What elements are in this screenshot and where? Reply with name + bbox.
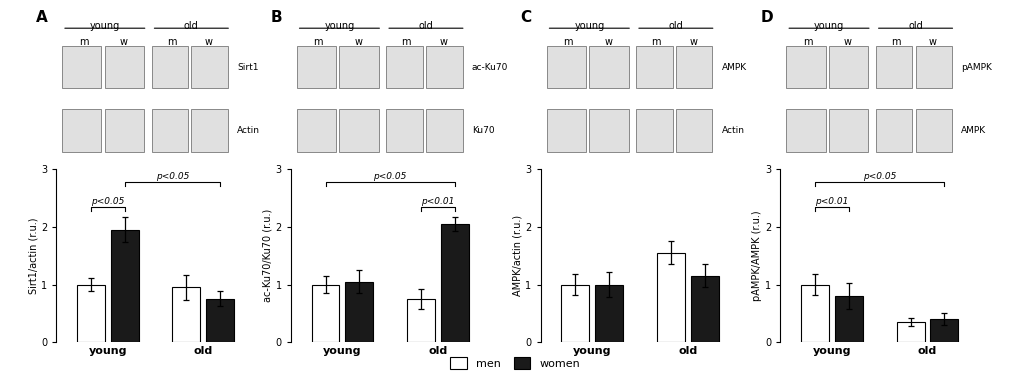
Bar xyxy=(206,299,234,342)
Bar xyxy=(62,109,101,152)
Text: w: w xyxy=(689,37,697,47)
Y-axis label: pAMPK/AMPK (r.u.): pAMPK/AMPK (r.u.) xyxy=(751,210,761,301)
Bar xyxy=(111,230,139,342)
Text: young: young xyxy=(324,21,355,31)
Text: Actin: Actin xyxy=(720,126,744,135)
Bar xyxy=(589,46,628,88)
Text: m: m xyxy=(650,37,660,47)
Text: AMPK: AMPK xyxy=(960,126,985,135)
Text: p<0.05: p<0.05 xyxy=(373,172,407,181)
Bar xyxy=(589,109,628,152)
Text: A: A xyxy=(37,10,48,25)
Bar xyxy=(828,46,867,88)
Text: w: w xyxy=(928,37,936,47)
Bar xyxy=(407,299,434,342)
Bar xyxy=(676,109,711,152)
Bar xyxy=(896,322,923,342)
Bar xyxy=(786,109,824,152)
Bar xyxy=(440,224,469,342)
Text: m: m xyxy=(400,37,411,47)
Text: w: w xyxy=(603,37,611,47)
Y-axis label: ac-Ku70/Ku70 (r.u.): ac-Ku70/Ku70 (r.u.) xyxy=(262,209,272,302)
Text: m: m xyxy=(166,37,176,47)
Bar xyxy=(192,46,227,88)
Text: AMPK: AMPK xyxy=(720,63,746,72)
Text: p<0.01: p<0.01 xyxy=(421,197,454,206)
Text: young: young xyxy=(574,21,604,31)
Bar xyxy=(386,109,422,152)
Text: m: m xyxy=(562,37,572,47)
Bar xyxy=(62,46,101,88)
Text: young: young xyxy=(90,21,120,31)
Y-axis label: AMPK/actin (r.u.): AMPK/actin (r.u.) xyxy=(512,215,522,296)
Bar xyxy=(595,285,623,342)
Bar xyxy=(345,282,373,342)
Bar xyxy=(152,46,187,88)
Bar xyxy=(915,46,951,88)
Text: m: m xyxy=(802,37,811,47)
Bar xyxy=(676,46,711,88)
Legend: men, women: men, women xyxy=(445,353,584,373)
Bar xyxy=(546,109,585,152)
Bar xyxy=(546,46,585,88)
Bar xyxy=(656,253,684,342)
Y-axis label: Sirt1/actin (r.u.): Sirt1/actin (r.u.) xyxy=(28,217,38,294)
Text: young: young xyxy=(813,21,844,31)
Bar xyxy=(560,285,589,342)
Bar xyxy=(800,285,828,342)
Text: p<0.05: p<0.05 xyxy=(156,172,189,181)
Bar xyxy=(339,109,378,152)
Text: w: w xyxy=(119,37,127,47)
Text: w: w xyxy=(439,37,447,47)
Text: old: old xyxy=(907,21,922,31)
Bar xyxy=(297,46,335,88)
Text: D: D xyxy=(760,10,772,25)
Bar xyxy=(297,109,335,152)
Text: p<0.01: p<0.01 xyxy=(814,197,848,206)
Text: p<0.05: p<0.05 xyxy=(862,172,896,181)
Bar xyxy=(152,109,187,152)
Text: Actin: Actin xyxy=(236,126,260,135)
Text: old: old xyxy=(183,21,199,31)
Text: p<0.05: p<0.05 xyxy=(91,197,124,206)
Bar xyxy=(426,109,462,152)
Bar xyxy=(311,285,339,342)
Text: old: old xyxy=(667,21,683,31)
Text: B: B xyxy=(271,10,282,25)
Bar xyxy=(690,276,718,342)
Bar xyxy=(835,296,862,342)
Bar xyxy=(828,109,867,152)
Bar xyxy=(339,46,378,88)
Bar xyxy=(105,46,144,88)
Text: Sirt1: Sirt1 xyxy=(236,63,259,72)
Bar xyxy=(636,46,672,88)
Bar xyxy=(929,319,958,342)
Text: Ku70: Ku70 xyxy=(471,126,494,135)
Text: C: C xyxy=(521,10,531,25)
Bar xyxy=(786,46,824,88)
Bar xyxy=(105,109,144,152)
Text: m: m xyxy=(78,37,88,47)
Text: old: old xyxy=(418,21,433,31)
Bar xyxy=(386,46,422,88)
Bar xyxy=(172,287,200,342)
Text: pAMPK: pAMPK xyxy=(960,63,991,72)
Text: w: w xyxy=(205,37,213,47)
Bar xyxy=(875,109,911,152)
Text: ac-Ku70: ac-Ku70 xyxy=(471,63,507,72)
Text: w: w xyxy=(354,37,362,47)
Bar xyxy=(915,109,951,152)
Bar xyxy=(192,109,227,152)
Bar xyxy=(426,46,462,88)
Bar xyxy=(875,46,911,88)
Bar xyxy=(76,285,105,342)
Bar xyxy=(636,109,672,152)
Text: m: m xyxy=(313,37,322,47)
Text: m: m xyxy=(890,37,900,47)
Text: w: w xyxy=(843,37,851,47)
